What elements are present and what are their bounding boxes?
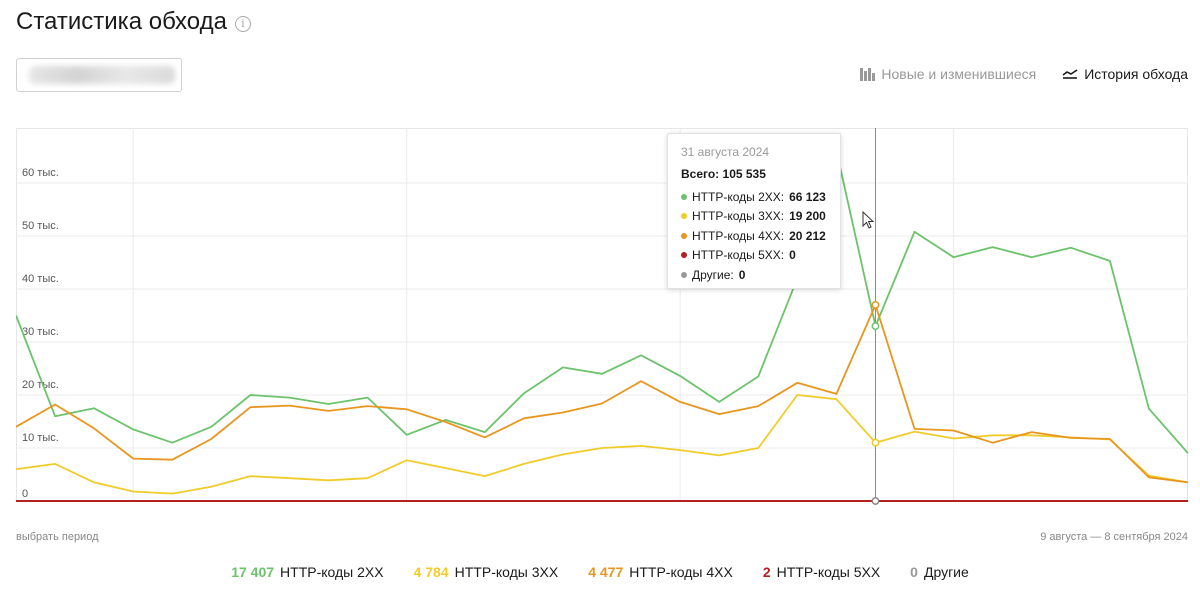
series-line: [16, 149, 1188, 454]
y-tick-label: 0: [22, 488, 28, 500]
tooltip-row: Другие: 0: [681, 265, 827, 285]
legend-label: HTTP-коды 4XX: [629, 564, 733, 580]
tooltip-dot-icon: [681, 213, 687, 220]
crawl-chart[interactable]: 0 10 тыс. 20 тыс. 30 тыс. 40 тыс. 50 тыс. 60 т…: [16, 128, 1188, 508]
legend-value: 0: [910, 564, 918, 580]
page-title: Статистика обхода i: [16, 8, 251, 36]
y-tick-label: 30 тыс.: [22, 326, 59, 338]
tooltip-row-value: 0: [738, 267, 746, 282]
tooltip-row: HTTP-коды 3XX: 19 200: [681, 207, 827, 227]
tooltip-row-label: HTTP-коды 4XX:: [692, 228, 785, 243]
series-line: [16, 303, 1188, 484]
tooltip-row: HTTP-коды 5XX: 0: [681, 246, 827, 266]
page-title-text: Статистика обхода: [16, 8, 227, 35]
legend-item[interactable]: 0 Другие: [910, 564, 969, 580]
bar-chart-icon: [860, 67, 876, 81]
tooltip-row: HTTP-коды 4XX: 20 212: [681, 226, 827, 246]
legend-value: 4 784: [413, 564, 449, 580]
tooltip-dot-icon: [681, 252, 687, 259]
tooltip-dot-icon: [681, 232, 687, 239]
tooltip-total-value: 105 535: [722, 167, 766, 181]
line-chart-icon: [1062, 69, 1078, 79]
tooltip-date: 31 августа 2024: [681, 145, 770, 159]
series-line: [16, 394, 1188, 495]
tooltip-total: Всего: 105 535: [681, 167, 827, 181]
mouse-cursor-icon: [862, 211, 874, 229]
legend-value: 2: [762, 564, 771, 580]
tooltip-dot-icon: [681, 271, 687, 278]
tooltip-row: HTTP-коды 2XX: 66 123: [681, 187, 827, 207]
new-changed-view-button[interactable]: Новые и изменившиеся: [860, 66, 1036, 82]
tooltip-row-label: Другие:: [692, 267, 734, 282]
tooltip-row-value: 0: [789, 248, 796, 263]
hover-point: [871, 322, 880, 331]
chart-svg: 0 10 тыс. 20 тыс. 30 тыс. 40 тыс. 50 тыс. 60 т…: [16, 128, 1188, 505]
blurred-site-name: [29, 66, 175, 84]
legend-value: 17 407: [231, 564, 275, 580]
tooltip-dot-icon: [681, 193, 687, 200]
tooltip-row-value: 20 212: [789, 228, 826, 243]
legend-label: HTTP-коды 5XX: [776, 564, 881, 580]
info-icon[interactable]: i: [234, 16, 251, 32]
tooltip-row-label: HTTP-коды 3XX:: [692, 209, 785, 224]
tooltip-total-label: Всего:: [681, 167, 720, 181]
tooltip-row-label: HTTP-коды 5XX:: [692, 248, 785, 263]
legend-label: Другие: [923, 564, 969, 580]
crawl-history-view-label: История обхода: [1084, 66, 1188, 82]
hover-point: [871, 300, 880, 309]
crawl-history-view-button[interactable]: История обхода: [1062, 66, 1188, 82]
legend-value: 4 477: [588, 564, 624, 580]
legend-label: HTTP-коды 2XX: [280, 564, 384, 580]
y-tick-label: 40 тыс.: [22, 273, 59, 285]
select-period-link[interactable]: выбрать период: [16, 531, 99, 543]
view-switch: Новые и изменившиеся История обхода: [860, 66, 1188, 82]
new-changed-view-label: Новые и изменившиеся: [881, 66, 1037, 82]
legend-item[interactable]: 17 407 HTTP-коды 2XX: [231, 564, 383, 580]
chart-legend: 17 407 HTTP-коды 2XX 4 784 HTTP-коды 3XX 4 4…: [0, 564, 1200, 580]
site-select[interactable]: [16, 58, 182, 92]
tooltip-row-value: 66 123: [789, 189, 826, 204]
hover-point: [871, 497, 880, 505]
date-range-text: 9 августа — 8 сентября 2024: [1040, 531, 1188, 543]
legend-item[interactable]: 4 784 HTTP-коды 3XX: [414, 564, 559, 580]
y-tick-label: 60 тыс.: [22, 167, 59, 179]
y-tick-label: 10 тыс.: [22, 432, 59, 444]
legend-label: HTTP-коды 3XX: [454, 564, 559, 580]
tooltip-row-label: HTTP-коды 2XX:: [692, 189, 785, 204]
y-tick-label: 50 тыс.: [22, 220, 59, 232]
tooltip-row-value: 19 200: [789, 209, 826, 224]
y-tick-label: 20 тыс.: [22, 379, 59, 391]
plot-frame: [16, 128, 1188, 502]
hover-point: [871, 438, 880, 447]
legend-item[interactable]: 2 HTTP-коды 5XX: [763, 564, 880, 580]
legend-item[interactable]: 4 477 HTTP-коды 4XX: [588, 564, 733, 580]
chart-tooltip: 31 августа 2024 Всего: 105 535 HTTP-коды…: [667, 133, 841, 289]
